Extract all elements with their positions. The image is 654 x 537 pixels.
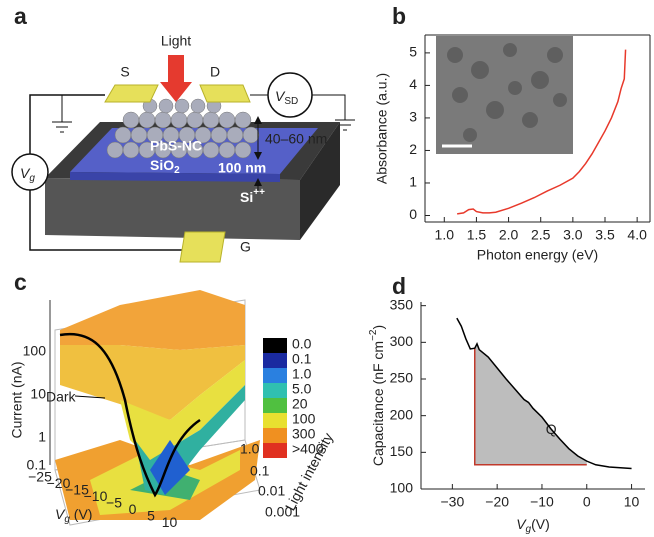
x-tick-label: 0 <box>129 501 137 517</box>
text-part: Capacitance (nF cm <box>370 341 386 466</box>
device-diagram <box>12 55 355 262</box>
text-part: ) <box>370 325 386 330</box>
colorbar-label: >400 <box>292 441 324 457</box>
annotation: Dark <box>46 389 77 405</box>
y-tick-label: 350 <box>390 296 414 312</box>
colorbar-label: 0.0 <box>292 336 312 352</box>
x-tick-label: 10 <box>162 514 178 530</box>
y-tick-label: 4 <box>409 76 417 92</box>
x-tick-label: −10 <box>84 488 108 504</box>
x-tick-label: 0 <box>583 494 591 510</box>
drain-label: D <box>210 64 220 80</box>
y-tick-label: 2 <box>409 141 417 157</box>
y-axis-label: Absorbance (a.u.) <box>374 73 390 184</box>
panel-label: d <box>392 273 406 299</box>
depth-tick-label: 0.1 <box>250 463 270 479</box>
y-tick-label: 1 <box>38 429 46 445</box>
text-part: (V) <box>70 506 93 522</box>
colorbar <box>263 338 287 458</box>
panel-label: b <box>392 3 406 29</box>
figure: a b c d Light S D G VSD Vg 40–60 nm PbS-… <box>0 0 654 537</box>
x-tick-label: 5 <box>147 508 155 524</box>
x-tick-label: 1.0 <box>435 227 455 243</box>
pbs-label: PbS-NC <box>150 138 202 154</box>
x-tick-label: 1.5 <box>467 227 487 243</box>
x-tick-label: 4.0 <box>627 227 647 243</box>
y-axis-label: Capacitance (nF cm−2) <box>368 325 386 466</box>
x-tick-label: 3.0 <box>563 227 583 243</box>
x-tick-label: −20 <box>485 494 509 510</box>
x-tick-label: −10 <box>530 494 554 510</box>
panel-label: a <box>14 3 27 29</box>
colorbar-label: 300 <box>292 426 316 442</box>
x-tick-label: −5 <box>106 495 122 511</box>
y-tick-label: 200 <box>390 406 414 422</box>
y-tick-label: 10 <box>30 386 46 402</box>
x-tick-label: 10 <box>624 494 640 510</box>
x-axis-label: Vg(V) <box>516 516 550 535</box>
y-tick-label: 3 <box>409 109 417 125</box>
x-tick-label: 2.0 <box>499 227 519 243</box>
x-tick-label: 3.5 <box>595 227 615 243</box>
y-tick-label: 1 <box>409 174 417 190</box>
colorbar-label: 20 <box>292 396 308 412</box>
text-part: (V) <box>531 516 550 532</box>
colorbar-label: 100 <box>292 411 316 427</box>
x-tick-label: 2.5 <box>531 227 551 243</box>
y-tick-label: 100 <box>23 343 47 359</box>
gate-label: G <box>240 239 251 255</box>
text-part: −2 <box>368 329 379 341</box>
panel-label: c <box>14 269 27 295</box>
oxide-label: 100 nm <box>218 160 266 176</box>
y-tick-label: 5 <box>409 44 417 60</box>
depth-tick-label: 1.0 <box>240 441 260 457</box>
colorbar-label: 5.0 <box>292 381 312 397</box>
depth-tick-label: 0.01 <box>258 483 285 499</box>
colorbar-label: 1.0 <box>292 366 312 382</box>
y-tick-label: 150 <box>390 443 414 459</box>
thickness-label: 40–60 nm <box>265 131 327 147</box>
y-tick-label: 0 <box>409 206 417 222</box>
light-label: Light <box>161 33 191 49</box>
x-axis-label: Photon energy (eV) <box>477 247 598 263</box>
y-axis-label: Current (nA) <box>9 361 25 438</box>
y-tick-label: 100 <box>390 480 414 496</box>
x-tick-label: −30 <box>440 494 464 510</box>
source-label: S <box>120 64 129 80</box>
y-tick-label: 250 <box>390 370 414 386</box>
colorbar-label: 0.1 <box>292 351 312 367</box>
tem-inset <box>436 36 573 154</box>
y-tick-label: 300 <box>390 333 414 349</box>
